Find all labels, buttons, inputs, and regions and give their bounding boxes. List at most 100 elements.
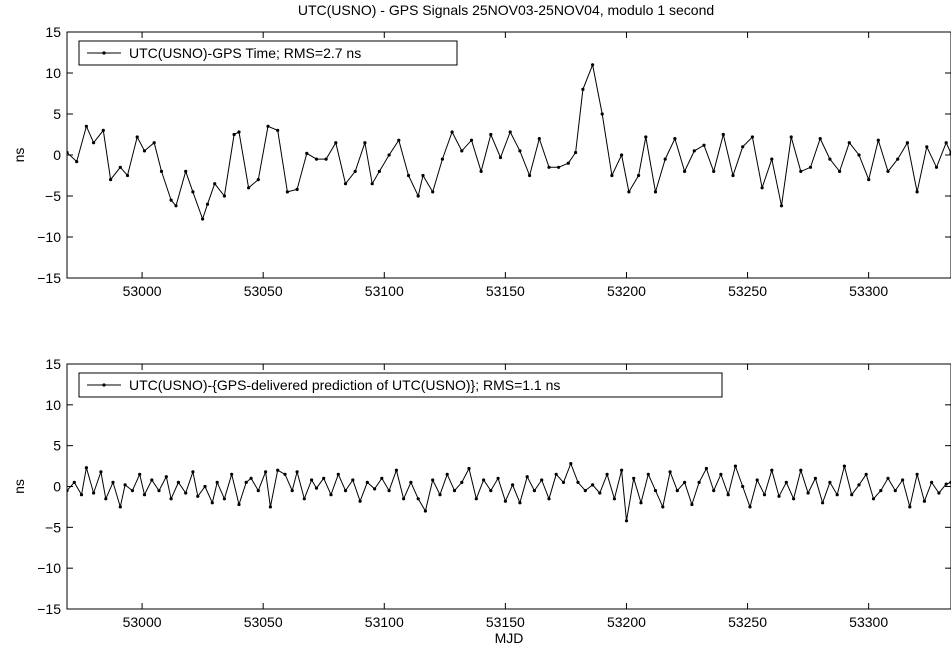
top-data-point: [508, 130, 512, 134]
bottom-data-point: [561, 480, 566, 484]
top-data-point: [118, 165, 122, 169]
bottom-data-point: [244, 480, 248, 484]
top-data-point: [828, 157, 832, 161]
top-data-point: [75, 160, 79, 164]
bottom-y-tick-label: −10: [37, 560, 61, 576]
bottom-data-point: [835, 493, 839, 497]
top-data-point: [101, 128, 105, 132]
bottom-series: [67, 462, 951, 523]
top-x-tick-label: 53050: [244, 283, 283, 299]
top-data-point: [537, 137, 541, 141]
bottom-data-point: [445, 472, 449, 476]
top-data-point: [174, 204, 178, 208]
top-data-point: [741, 145, 745, 149]
bottom-data-point: [184, 491, 188, 495]
top-data-point: [547, 165, 551, 169]
top-y-tick-label: 10: [45, 65, 61, 81]
bottom-data-point: [748, 505, 752, 509]
top-data-point: [731, 173, 735, 178]
bottom-data-point: [191, 470, 195, 474]
top-data-point: [450, 130, 454, 134]
top-x-tick-label: 53150: [486, 283, 525, 299]
bottom-data-point: [576, 480, 580, 484]
top-data-point: [125, 173, 130, 178]
bottom-x-tick-label: 53300: [849, 614, 888, 630]
bottom-x-tick-label: 53100: [365, 614, 404, 630]
top-data-point: [760, 186, 764, 190]
bottom-data-point: [893, 489, 897, 493]
bottom-data-point: [683, 480, 687, 484]
bottom-x-axis-label: MJD: [495, 630, 524, 646]
top-data-point: [469, 138, 474, 142]
bottom-data-point: [632, 476, 636, 480]
top-data-point: [750, 135, 755, 139]
top-data-point: [205, 202, 210, 206]
bottom-data-point: [268, 505, 272, 509]
bottom-x-tick-label: 53200: [607, 614, 646, 630]
top-data-point: [84, 124, 88, 128]
bottom-data-point: [762, 493, 767, 497]
bottom-data-point: [467, 466, 471, 471]
top-data-point: [808, 165, 813, 169]
bottom-data-point: [123, 483, 127, 487]
bottom-data-point: [792, 497, 796, 501]
bottom-data-point: [813, 476, 818, 480]
top-data-point: [944, 141, 948, 145]
top-data-point: [159, 169, 164, 173]
top-y-tick-label: −5: [45, 188, 61, 204]
bottom-data-point: [646, 472, 650, 476]
bottom-data-point: [452, 489, 457, 493]
top-data-point: [663, 157, 667, 161]
top-y-axis-label: ns: [11, 148, 27, 163]
top-data-point: [581, 87, 585, 91]
bottom-data-point: [380, 476, 384, 480]
top-data-point: [702, 143, 706, 147]
top-data-point: [191, 190, 195, 194]
bottom-legend-label: UTC(USNO)-{GPS-delivered prediction of U…: [129, 377, 560, 393]
top-data-point: [574, 150, 578, 155]
bottom-data-point: [569, 462, 573, 466]
bottom-data-point: [583, 489, 587, 493]
bottom-y-tick-label: 10: [45, 397, 61, 413]
top-legend-label: UTC(USNO)-GPS Time; RMS=2.7 ns: [129, 45, 361, 61]
top-x-tick-label: 53100: [365, 283, 404, 299]
bottom-y-tick-label: −15: [37, 601, 61, 617]
bottom-data-point: [215, 480, 219, 484]
bottom-data-point: [402, 497, 406, 501]
bottom-data-point: [697, 480, 701, 484]
top-data-point: [683, 169, 687, 173]
top-data-point: [353, 169, 357, 173]
bottom-data-point: [230, 472, 234, 476]
bottom-data-point: [409, 480, 413, 484]
bottom-data-point: [222, 497, 226, 501]
bottom-data-point: [72, 480, 76, 484]
bottom-data-point: [431, 478, 435, 482]
top-data-point: [440, 157, 444, 161]
top-data-point: [184, 169, 188, 173]
bottom-data-point: [460, 480, 464, 484]
top-data-point: [152, 141, 156, 145]
bottom-y-tick-label: 15: [45, 356, 61, 372]
bottom-data-point: [322, 476, 326, 480]
bottom-data-point: [620, 468, 624, 472]
top-data-point: [692, 149, 696, 153]
bottom-data-point: [525, 475, 529, 479]
top-y-tick-label: 15: [45, 24, 61, 40]
bottom-data-point: [373, 487, 377, 491]
bottom-data-point: [726, 493, 730, 497]
top-data-point: [799, 169, 803, 173]
bottom-data-point: [653, 489, 658, 493]
bottom-data-point: [84, 466, 88, 470]
bottom-data-point: [496, 476, 500, 480]
bottom-data-point: [598, 491, 602, 495]
top-data-point: [528, 173, 532, 178]
bottom-axes-box: [66, 363, 951, 610]
top-data-point: [896, 157, 900, 161]
top-data-point: [489, 132, 493, 137]
top-data-point: [610, 173, 614, 178]
top-data-point: [721, 132, 725, 137]
bottom-data-point: [661, 505, 665, 509]
bottom-data-point: [850, 493, 854, 497]
top-data-point: [232, 132, 236, 137]
bottom-data-point: [290, 489, 294, 493]
